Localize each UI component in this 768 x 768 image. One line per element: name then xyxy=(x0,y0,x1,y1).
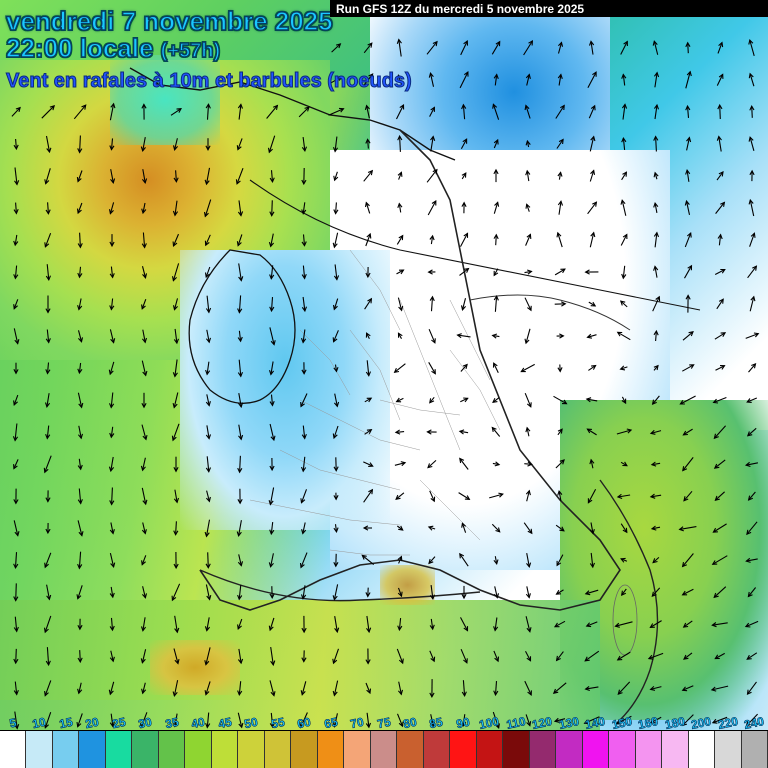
colorbar-tick-35: 35 xyxy=(164,715,180,731)
colorbar-swatch-90: 90 xyxy=(450,731,476,768)
colorbar-swatch-200: 200 xyxy=(689,731,715,768)
colorbar-tick-140: 140 xyxy=(584,714,607,732)
colorbar-tick-50: 50 xyxy=(243,715,259,731)
windspeed-fill-region xyxy=(0,60,330,360)
legend-wind-desc: Vent en rafales à 10m et barbules (noeud… xyxy=(6,71,412,92)
colorbar-tick-130: 130 xyxy=(558,714,581,732)
colorbar-tick-65: 65 xyxy=(323,715,339,731)
colorbar-swatch-50: 50 xyxy=(238,731,264,768)
colorbar-swatch-130: 130 xyxy=(556,731,582,768)
colorbar-tick-75: 75 xyxy=(376,715,392,731)
country-borders xyxy=(0,0,768,768)
colorbar-swatch-30: 30 xyxy=(132,731,158,768)
colorbar-swatch-100: 100 xyxy=(477,731,503,768)
windspeed-fill-region xyxy=(600,430,768,760)
windspeed-fill-region xyxy=(560,400,768,720)
colorbar-swatch-35: 35 xyxy=(159,731,185,768)
windspeed-fill-region xyxy=(330,150,670,570)
colorbar-tick-90: 90 xyxy=(455,715,471,731)
colorbar-tick-70: 70 xyxy=(349,715,365,731)
colorbar-swatch-140: 140 xyxy=(583,731,609,768)
legend-time-text: 22:00 locale xyxy=(6,33,153,63)
run-label-text: Run GFS 12Z du mercredi 5 novembre 2025 xyxy=(336,2,584,16)
colorbar-swatch-160: 160 xyxy=(636,731,662,768)
colorbar-tick-40: 40 xyxy=(190,715,206,731)
colorbar-tick-85: 85 xyxy=(428,715,444,731)
colorbar-swatch-180: 180 xyxy=(662,731,688,768)
legend-forecast-hour: (+57h) xyxy=(161,40,220,62)
colorbar-tick-110: 110 xyxy=(505,714,527,732)
colorbar-tick-180: 180 xyxy=(664,714,687,732)
map-legend: vendredi 7 novembre 2025 22:00 locale (+… xyxy=(6,8,412,92)
colorbar-swatch-240: 240 xyxy=(742,731,768,768)
colorbar-tick-120: 120 xyxy=(531,714,554,732)
run-label-banner: Run GFS 12Z du mercredi 5 novembre 2025 xyxy=(330,0,768,17)
windspeed-colorbar[interactable]: 5 10 15 20 25 30 35 40 45 50 55 60 65 70 75 80 85 90 100 11… xyxy=(0,730,768,768)
wind-arrow-field xyxy=(0,0,768,768)
colorbar-swatch-15: 15 xyxy=(53,731,79,768)
colorbar-tick-20: 20 xyxy=(84,715,100,731)
colorbar-swatch-150: 150 xyxy=(609,731,635,768)
colorbar-tick-80: 80 xyxy=(402,715,418,731)
colorbar-tick-5: 5 xyxy=(8,715,17,730)
colorbar-swatch-40: 40 xyxy=(185,731,211,768)
colorbar-swatch-20: 20 xyxy=(79,731,105,768)
legend-time: 22:00 locale (+57h) xyxy=(6,35,412,62)
colorbar-tick-200: 200 xyxy=(690,714,713,732)
colorbar-swatch-70: 70 xyxy=(344,731,370,768)
colorbar-swatch-10: 10 xyxy=(26,731,52,768)
colorbar-swatch-5: 5 xyxy=(0,731,26,768)
colorbar-swatch-55: 55 xyxy=(265,731,291,768)
colorbar-tick-25: 25 xyxy=(111,715,127,731)
windspeed-fill-region xyxy=(380,565,435,605)
windspeed-fill-region xyxy=(150,640,240,695)
colorbar-swatch-25: 25 xyxy=(106,731,132,768)
windspeed-fill-region xyxy=(180,250,390,530)
colorbar-swatch-85: 85 xyxy=(424,731,450,768)
colorbar-swatch-65: 65 xyxy=(318,731,344,768)
colorbar-tick-100: 100 xyxy=(478,714,501,732)
colorbar-tick-150: 150 xyxy=(611,714,634,732)
colorbar-tick-60: 60 xyxy=(296,715,312,731)
colorbar-swatch-120: 120 xyxy=(530,731,556,768)
colorbar-tick-45: 45 xyxy=(217,715,233,731)
colorbar-tick-10: 10 xyxy=(31,715,47,731)
colorbar-swatch-75: 75 xyxy=(371,731,397,768)
colorbar-tick-55: 55 xyxy=(270,715,286,731)
colorbar-tick-30: 30 xyxy=(137,715,153,731)
colorbar-swatch-110: 110 xyxy=(503,731,529,768)
colorbar-tick-240: 240 xyxy=(743,714,766,732)
colorbar-tick-160: 160 xyxy=(637,714,660,732)
colorbar-swatch-220: 220 xyxy=(715,731,741,768)
colorbar-swatch-45: 45 xyxy=(212,731,238,768)
colorbar-swatch-80: 80 xyxy=(397,731,423,768)
colorbar-swatch-60: 60 xyxy=(291,731,317,768)
windspeed-fill-region xyxy=(0,80,380,700)
colorbar-tick-220: 220 xyxy=(717,714,740,732)
weather-map: Run GFS 12Z du mercredi 5 novembre 2025 … xyxy=(0,0,768,768)
colorbar-tick-15: 15 xyxy=(58,715,74,731)
